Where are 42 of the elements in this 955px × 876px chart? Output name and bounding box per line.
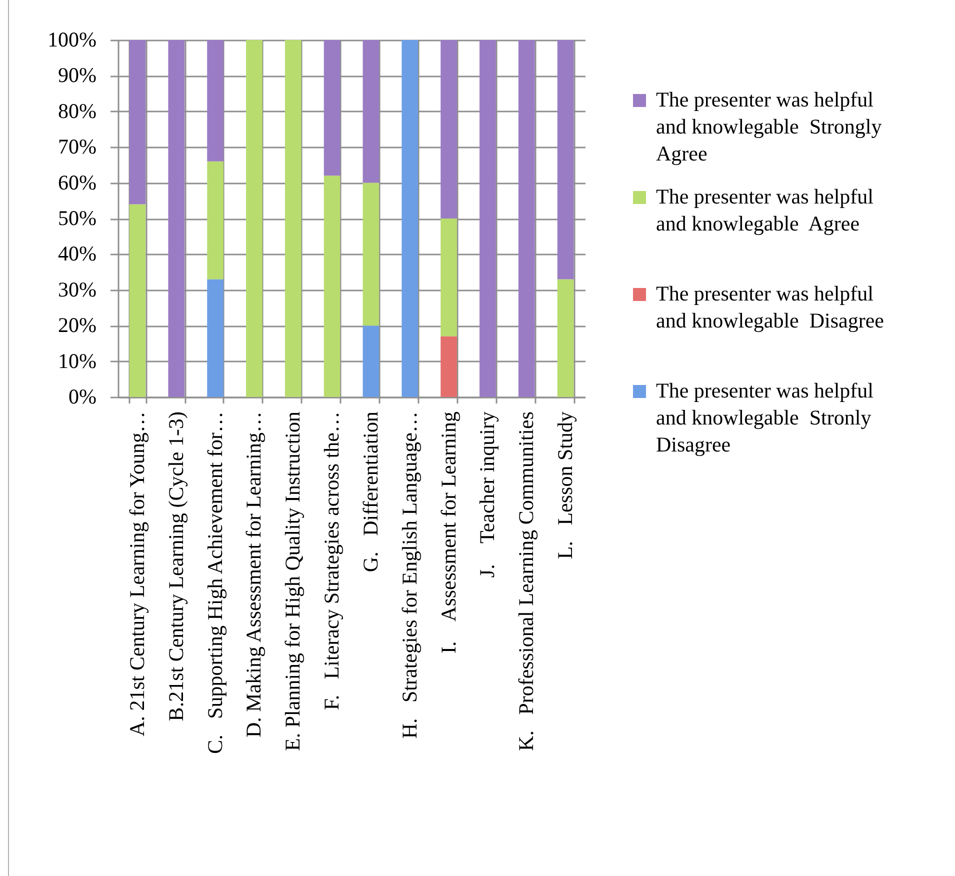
bar xyxy=(362,182,380,326)
x-tick-label: I. Assessment for Learning xyxy=(436,411,460,654)
x-tick-label: K. Professional Learning Communities xyxy=(514,412,538,751)
x-tick-label: A. 21st Century Learning for Young… xyxy=(124,412,149,736)
x-tick-label: F. Literacy Strategies across the… xyxy=(320,412,344,710)
legend-label: The presenter was helpful and knowlegable Disagree xyxy=(656,282,884,332)
y-tick-label: 10% xyxy=(58,348,96,373)
bar xyxy=(207,161,224,280)
x-tick-label: L. Lesson Study xyxy=(553,411,578,560)
bar xyxy=(207,40,224,162)
legend-label: The presenter was helpful and knowlegable Stronly Disagree xyxy=(656,378,874,456)
y-tick-label: 50% xyxy=(58,206,96,230)
bar xyxy=(362,40,380,183)
x-tick-label: B.21st Century Learning (Cycle 1-3) xyxy=(164,412,188,722)
bar xyxy=(129,204,146,397)
bar xyxy=(324,176,340,397)
x-tick-label: E. Planning for High Quality Instruction xyxy=(280,411,305,751)
bar xyxy=(129,40,146,204)
y-tick-label: 60% xyxy=(58,170,96,194)
y-tick-label: 80% xyxy=(58,98,96,123)
bar xyxy=(324,40,340,176)
bar xyxy=(362,326,380,397)
y-tick-label: 90% xyxy=(58,63,96,88)
bar xyxy=(207,279,224,397)
y-tick-label: 100% xyxy=(48,28,96,52)
bar xyxy=(440,336,457,397)
y-tick-label: 0% xyxy=(68,384,96,408)
x-tick-label: D. Making Assessment for Learning… xyxy=(242,412,266,738)
y-tick-label: 70% xyxy=(58,134,96,159)
bar xyxy=(557,40,574,280)
x-tick-label: G. Differentiation xyxy=(358,411,382,572)
y-tick-label: 30% xyxy=(58,277,96,302)
x-tick-label: H. Strategies for English Language… xyxy=(397,412,422,739)
legend-label: The presenter was helpful and knowlegable Strongly Agree xyxy=(656,88,882,166)
x-tick-label: C. Supporting High Achievement for… xyxy=(202,412,227,754)
bar xyxy=(440,218,457,336)
bar xyxy=(557,279,574,397)
x-tick-label: J. Teacher inquiry xyxy=(475,411,500,578)
y-tick-label: 20% xyxy=(58,313,96,338)
y-tick-label: 40% xyxy=(58,242,96,266)
bar xyxy=(440,40,457,218)
legend-label: The presenter was helpful and knowlegable Agree xyxy=(656,184,874,236)
